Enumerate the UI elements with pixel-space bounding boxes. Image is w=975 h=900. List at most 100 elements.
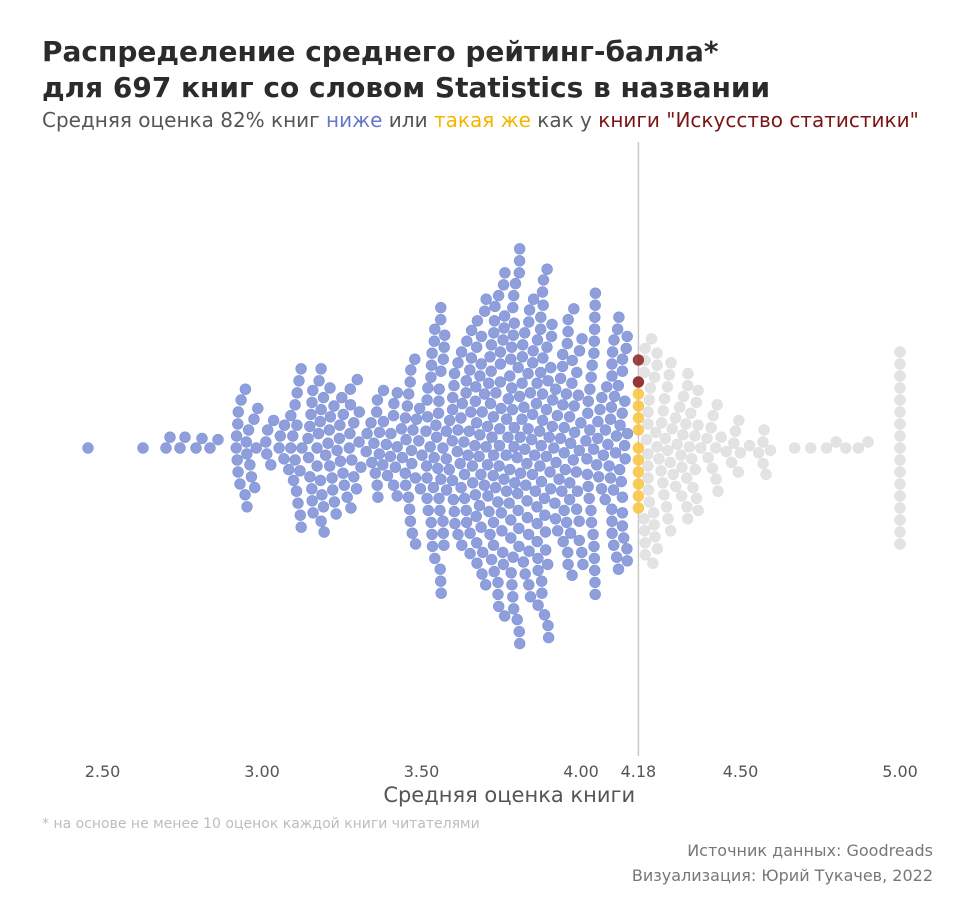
dot-same: [632, 466, 645, 478]
dot-below: [533, 425, 546, 437]
dot-below: [508, 289, 520, 302]
dot-below: [500, 449, 512, 461]
dot-above: [894, 502, 906, 514]
dot-same: [632, 400, 645, 412]
dot-below: [304, 420, 316, 433]
dot-below: [232, 406, 245, 418]
dot-above: [675, 490, 688, 502]
dot-below: [572, 389, 584, 401]
dot-below: [613, 463, 626, 476]
dot-same: [632, 412, 645, 424]
dot-below: [516, 351, 529, 363]
dot-below: [314, 474, 327, 487]
dot-above: [651, 347, 663, 359]
dot-above: [894, 490, 906, 502]
dot-below: [504, 370, 516, 382]
dot-below: [466, 460, 479, 472]
dot-below: [511, 613, 523, 626]
dot-above: [752, 447, 765, 459]
dot-below: [612, 563, 625, 575]
dot-above: [642, 460, 654, 472]
dot-below: [160, 442, 172, 454]
dot-below: [465, 406, 477, 418]
dot-above: [681, 379, 694, 392]
dot-below: [452, 357, 464, 369]
dot-below: [448, 379, 460, 392]
dot-above: [639, 342, 651, 355]
dot-above: [682, 367, 694, 380]
dot-highlight-book: [632, 376, 645, 388]
dot-below: [401, 400, 414, 412]
dot-below: [507, 301, 519, 314]
dot-below: [435, 575, 447, 587]
dot-below: [497, 558, 510, 571]
dot-below: [388, 397, 400, 410]
dot-above: [671, 438, 683, 451]
dot-below: [561, 337, 573, 350]
dot-below: [324, 411, 337, 423]
dot-above: [661, 444, 674, 457]
dot-above: [894, 454, 906, 466]
dot-below: [566, 377, 578, 389]
dot-below: [179, 431, 191, 443]
dot-below: [232, 466, 244, 478]
dot-below: [610, 551, 623, 563]
dot-below: [498, 322, 510, 334]
dot-below: [531, 334, 544, 346]
dot-below: [432, 407, 445, 419]
dot-below: [507, 329, 519, 341]
dot-below: [539, 526, 552, 538]
dot-below: [404, 376, 416, 388]
dot-above: [757, 457, 769, 470]
dot-below: [535, 439, 547, 452]
dot-below: [391, 441, 403, 453]
dot-below: [440, 484, 453, 496]
dot-above: [651, 441, 663, 453]
dot-below: [588, 564, 601, 577]
dot-below: [513, 522, 525, 535]
dot-below: [424, 441, 436, 453]
dot-above: [743, 439, 756, 452]
dot-above: [689, 463, 701, 476]
dot-below: [531, 535, 543, 548]
dot-below: [573, 444, 585, 457]
dot-below: [587, 528, 599, 541]
dot-above: [681, 513, 694, 525]
dot-below: [373, 448, 385, 460]
dot-below: [368, 437, 380, 449]
dot-below: [371, 406, 383, 418]
dot-below: [447, 391, 459, 404]
dot-below: [621, 427, 634, 440]
dot-below: [562, 558, 574, 571]
dot-below: [564, 437, 577, 449]
dot-below: [497, 334, 509, 346]
dot-below: [609, 447, 622, 459]
dot-below: [476, 568, 488, 580]
dot-below: [493, 439, 506, 452]
dot-below: [518, 327, 531, 339]
data-source: Источник данных: Goodreads: [687, 841, 933, 860]
dot-below: [351, 373, 363, 386]
dot-below: [471, 537, 483, 549]
chart-subtitle: Средняя оценка 82% книг ниже или такая ж…: [42, 108, 919, 132]
dot-below: [573, 345, 586, 357]
dot-below: [489, 300, 501, 313]
dot-below: [425, 359, 438, 371]
dot-below: [570, 466, 582, 478]
dot-below: [549, 497, 561, 509]
dot-below: [137, 442, 149, 454]
dot-below: [371, 394, 384, 406]
dot-below: [474, 429, 486, 441]
dot-below: [475, 330, 488, 343]
dot-below: [499, 267, 511, 279]
dot-below: [315, 403, 327, 416]
dot-below: [615, 475, 627, 488]
dot-below: [513, 637, 526, 650]
dot-below: [505, 353, 517, 365]
dot-above: [660, 501, 673, 513]
dot-below: [307, 384, 319, 397]
dot-below: [588, 347, 600, 359]
dot-above: [657, 477, 669, 489]
dot-below: [537, 299, 549, 311]
dot-below: [542, 375, 554, 387]
